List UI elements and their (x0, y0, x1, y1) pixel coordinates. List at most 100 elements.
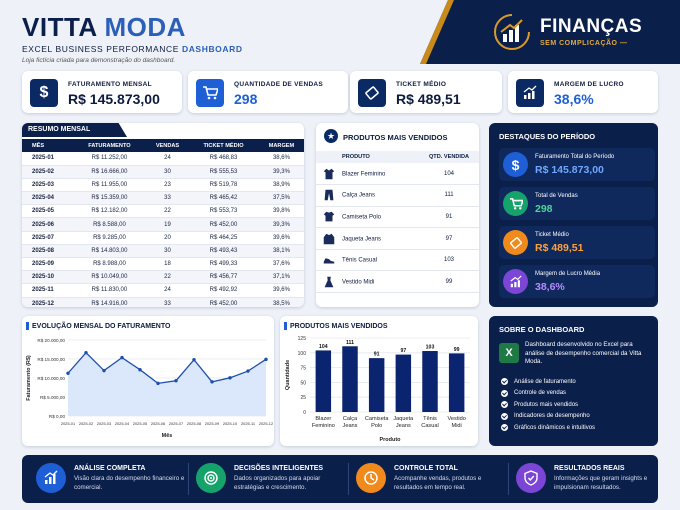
feature-title: DECISÕES INTELIGENTES (234, 465, 324, 472)
table-cell: R$ 8.588,00 (72, 217, 147, 232)
highlights-panel: DESTAQUES DO PERÍODO $ Faturamento Total … (489, 123, 658, 307)
table-cell: 39,6% (258, 231, 304, 245)
table-cell: 38,6% (258, 152, 304, 166)
kpi-label: QUANTIDADE DE VENDAS (234, 81, 324, 88)
feature-description: Acompanhe vendas, produtos e resultados … (394, 475, 482, 491)
clock-icon (356, 463, 386, 493)
data-point (120, 355, 124, 360)
bar-chart: 0255075100125104BlazerFeminino111CalçaJe… (285, 336, 470, 443)
sneaker-icon (322, 253, 336, 267)
x-tick-label: Jeans (343, 423, 358, 429)
about-title: SOBRE O DASHBOARD (499, 325, 585, 334)
x-tick-label: 2025-09 (205, 421, 219, 426)
product-name: Vestido Midi (342, 279, 375, 286)
table-cell: 20 (146, 231, 189, 245)
table-cell: 2025-02 (22, 165, 72, 179)
kpi-value: 38,6% (554, 91, 594, 107)
series-line (67, 351, 267, 385)
highlight-label: Faturamento Total do Período (535, 154, 615, 160)
bar (448, 353, 465, 412)
list-item: Calça Jeans 111 (316, 184, 479, 207)
table-cell: 2025-01 (22, 152, 72, 166)
product-qty: 103 (419, 249, 479, 272)
highlight-value: R$ 489,51 (535, 242, 584, 254)
check-icon (501, 412, 508, 420)
data-label: 111 (346, 340, 354, 346)
data-point (228, 376, 232, 380)
list-item: Vestido Midi 99 (316, 270, 479, 294)
x-tick-label: 2025-12 (259, 421, 273, 426)
kpi-value: 298 (234, 91, 258, 107)
polo-shirt-icon (322, 210, 336, 224)
cart-icon (196, 79, 224, 107)
data-label: 97 (400, 348, 406, 354)
check-icon (501, 389, 508, 397)
table-cell: 2025-12 (22, 297, 72, 307)
line-chart-title: EVOLUÇÃO MENSAL DO FATURAMENTO (26, 322, 170, 330)
dress-icon (322, 275, 336, 289)
table-cell: R$ 10.049,00 (72, 270, 147, 285)
table-cell: 2025-06 (22, 217, 72, 232)
x-tick-label: Polo (371, 423, 382, 429)
feature-title: CONTROLE TOTAL (394, 465, 458, 472)
about-item-label: Indicadores de desempenho (514, 413, 590, 420)
x-tick-label: Tênis (423, 416, 437, 422)
table-cell: 33 (146, 297, 189, 307)
data-label: 91 (374, 352, 380, 358)
product-cell: Camiseta Polo (316, 206, 419, 229)
kpi-card-ticket: TICKET MÉDIO R$ 489,51 (350, 71, 502, 113)
table-cell: R$ 519,78 (188, 178, 259, 193)
table-cell: 30 (146, 244, 189, 259)
target-icon (196, 463, 226, 493)
product-cell: Tênis Casual (316, 249, 419, 272)
col-revenue: FATURAMENTO (72, 139, 147, 152)
table-row: 2025-11 R$ 11.830,00 24 R$ 492,92 39,6% (22, 283, 304, 298)
table-cell: 24 (146, 283, 189, 298)
data-point (210, 380, 214, 384)
x-tick-label: 2025-08 (187, 421, 201, 426)
kpi-label: MARGEM DE LUCRO (554, 81, 624, 88)
table-cell: 39,3% (258, 217, 304, 232)
divider (348, 463, 349, 495)
table-cell: 23 (146, 178, 189, 193)
x-tick-label: Jaqueta (393, 416, 414, 422)
summary-header-row: MÊS FATURAMENTO VENDAS TICKET MÉDIO MARG… (22, 139, 304, 152)
table-cell: 22 (146, 204, 189, 219)
about-panel: SOBRE O DASHBOARD X Dashboard desenvolvi… (489, 316, 658, 446)
col-product: PRODUTO (316, 151, 419, 163)
page-subtitle: EXCEL BUSINESS PERFORMANCE DASHBOARD (22, 44, 243, 54)
x-tick-label: Camiseta (365, 416, 390, 422)
summary-panel: RESUMO MENSAL MÊS FATURAMENTO VENDAS TIC… (22, 123, 304, 307)
table-row: 2025-03 R$ 11.955,00 23 R$ 519,78 38,9% (22, 178, 304, 193)
kpi-card-sales: QUANTIDADE DE VENDAS 298 (188, 71, 348, 113)
list-item: Jaqueta Jeans 97 (316, 227, 479, 250)
table-cell: 38,5% (258, 297, 304, 307)
highlights-title: DESTAQUES DO PERÍODO (499, 132, 596, 141)
data-point (174, 379, 178, 383)
table-cell: R$ 9.285,00 (72, 231, 147, 245)
product-name: Tênis Casual (342, 257, 378, 264)
about-item: Controle de vendas (501, 388, 595, 400)
table-cell: 2025-07 (22, 231, 72, 245)
dollar-icon: $ (503, 152, 528, 177)
table-cell: R$ 553,73 (188, 204, 259, 219)
x-tick-label: 2025-06 (151, 421, 165, 426)
product-cell: Blazer Feminino (316, 163, 419, 186)
col-margin: MARGEM (258, 139, 304, 152)
divider (188, 463, 189, 495)
top-products-panel: ★ PRODUTOS MAIS VENDIDOS PRODUTO QTD. VE… (316, 123, 479, 307)
product-cell: Calça Jeans (316, 184, 419, 207)
table-cell: R$ 468,83 (188, 152, 259, 166)
table-cell: 39,6% (258, 283, 304, 298)
feature-title: ANÁLISE COMPLETA (74, 465, 146, 472)
table-cell: 2025-08 (22, 244, 72, 259)
feature-item: DECISÕES INTELIGENTES Dados organizados p… (196, 463, 346, 497)
table-cell: 2025-10 (22, 270, 72, 285)
table-cell: R$ 493,43 (188, 244, 259, 259)
bar (422, 351, 438, 412)
about-item: Produtos mais vendidos (501, 399, 595, 411)
table-cell: R$ 11.830,00 (72, 283, 147, 298)
feature-description: Informações que geram insights e impulsi… (554, 475, 648, 491)
table-cell: 2025-03 (22, 178, 72, 193)
product-name: Blazer Feminino (342, 171, 386, 178)
